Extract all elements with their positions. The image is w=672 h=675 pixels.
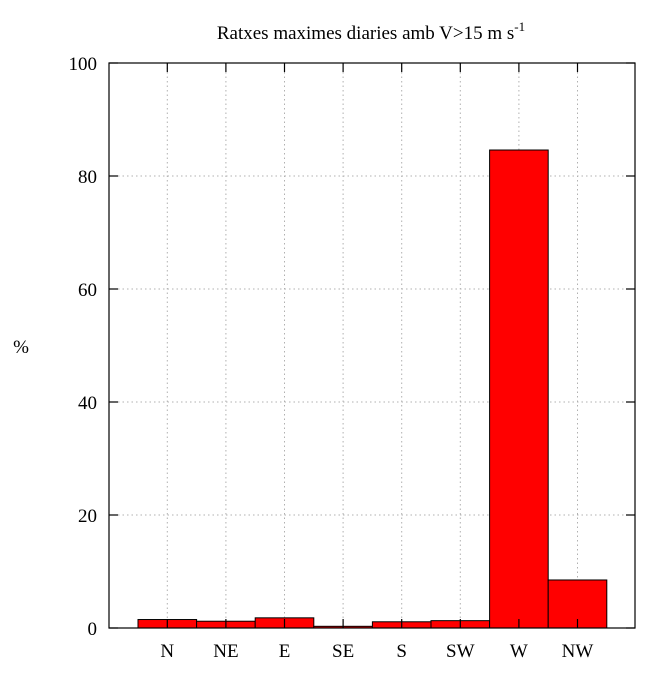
x-tick-label: NE bbox=[213, 641, 238, 662]
y-tick-label: 80 bbox=[78, 167, 97, 188]
x-tick-label: SW bbox=[446, 641, 475, 662]
x-tick-label: SE bbox=[332, 641, 354, 662]
y-axis-label: % bbox=[13, 337, 29, 358]
x-tick-label: E bbox=[279, 641, 291, 662]
y-tick-label: 60 bbox=[78, 280, 97, 301]
x-tick-label: W bbox=[510, 641, 528, 662]
x-tick-label: NW bbox=[562, 641, 594, 662]
x-tick-label: S bbox=[396, 641, 407, 662]
axis-layer: 0 20 40 60 80 100 N NE E SE S SW W NW bbox=[69, 54, 636, 662]
grid-layer bbox=[109, 63, 635, 628]
y-tick-label: 0 bbox=[88, 619, 98, 640]
y-tick-label: 20 bbox=[78, 506, 97, 527]
chart-title: Ratxes maximes diaries amb V>15 m s-1 bbox=[217, 19, 525, 44]
chart-title-superscript: -1 bbox=[514, 19, 525, 34]
bar-w bbox=[489, 149, 549, 629]
chart-title-main: Ratxes maximes diaries amb V>15 m s bbox=[217, 23, 514, 44]
plot-frame bbox=[108, 62, 636, 629]
x-tick-label: N bbox=[160, 641, 174, 662]
y-tick-label: 100 bbox=[69, 54, 98, 75]
y-tick-label: 40 bbox=[78, 393, 97, 414]
bar-layer bbox=[137, 149, 608, 629]
